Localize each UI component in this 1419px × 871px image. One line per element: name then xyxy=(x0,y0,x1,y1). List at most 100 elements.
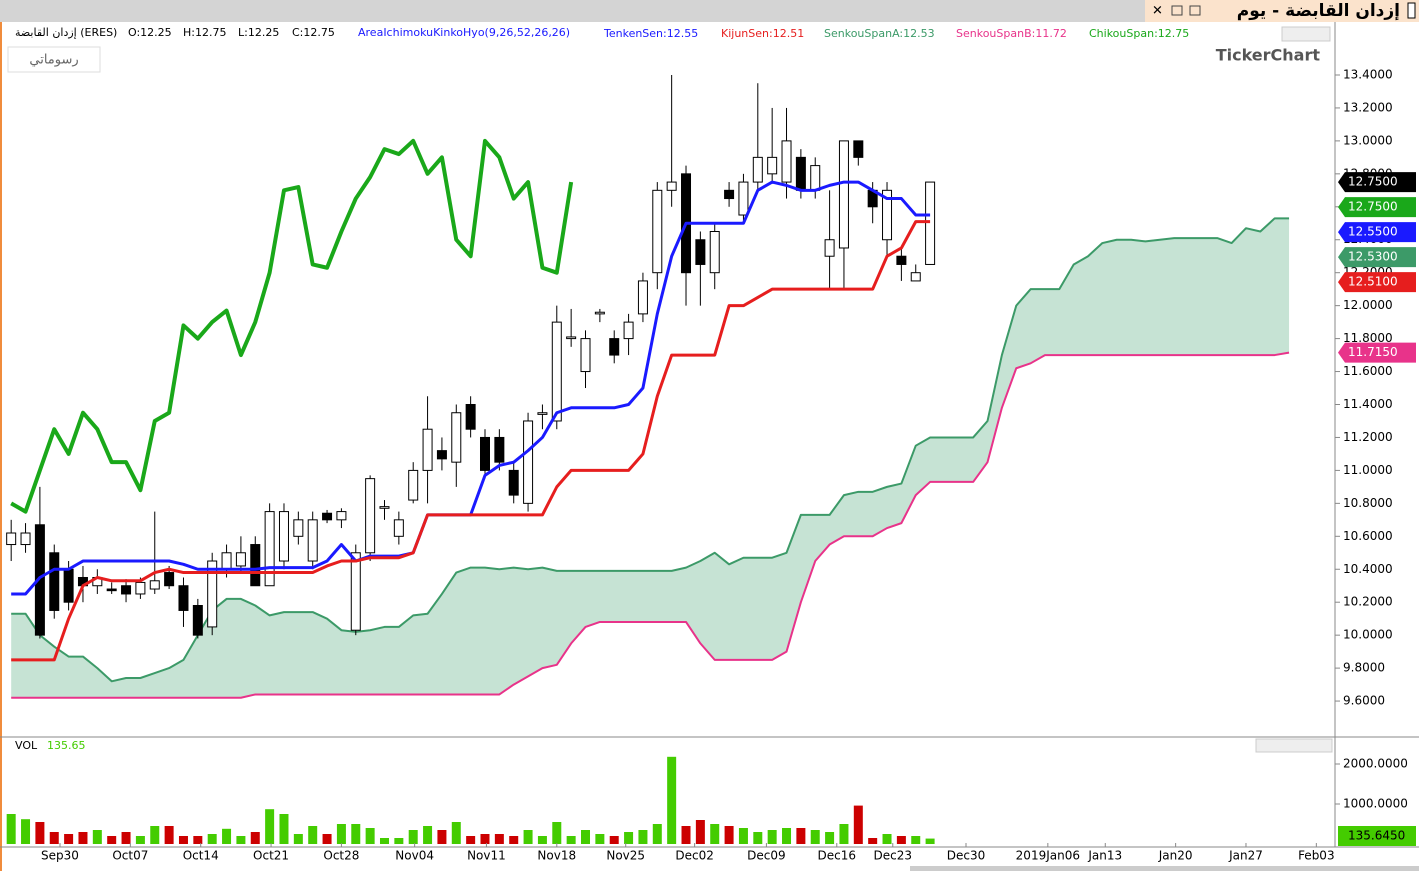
candle-body xyxy=(795,156,806,191)
candle-body xyxy=(393,519,404,537)
legend-entry: SenkouSpanB:11.72 xyxy=(956,27,1067,40)
volume-bar xyxy=(681,826,691,844)
volume-panel-buttons[interactable] xyxy=(1255,738,1333,753)
volume-bar xyxy=(21,819,31,844)
candle-body xyxy=(824,239,835,257)
drawings-button[interactable] xyxy=(7,46,101,73)
price-badge xyxy=(1338,247,1416,268)
volume-bar xyxy=(135,836,145,844)
candle-body xyxy=(767,156,778,175)
volume-bar xyxy=(6,814,16,844)
candle-body xyxy=(278,511,289,562)
candle-body xyxy=(738,181,749,216)
y-tick-label: 13.2000 xyxy=(1343,100,1393,114)
scrollbar[interactable] xyxy=(910,866,1419,871)
volume-bar xyxy=(782,828,792,844)
candle-body xyxy=(436,450,447,460)
volume-bar xyxy=(379,838,389,844)
candle-body xyxy=(365,478,376,554)
volume-bar xyxy=(581,830,591,844)
volume-bar xyxy=(566,836,576,844)
panel-buttons[interactable] xyxy=(1281,26,1331,42)
candle-body xyxy=(408,469,419,501)
volume-bar xyxy=(351,824,361,844)
candle-body xyxy=(910,272,921,282)
minimize-icon[interactable] xyxy=(1189,5,1201,16)
candle-body xyxy=(695,239,706,265)
x-tick-label: Oct28 xyxy=(323,849,359,863)
candle-body xyxy=(666,181,677,191)
tab-icon xyxy=(1407,2,1416,19)
cloud xyxy=(11,218,1290,698)
volume-bar xyxy=(624,832,634,844)
drawings-button-label[interactable]: رسوماتي xyxy=(29,53,78,68)
price-badge xyxy=(1338,342,1416,363)
volume-bar xyxy=(279,814,289,844)
y-tick-label: 12.0000 xyxy=(1343,298,1393,312)
restore-icon[interactable] xyxy=(1171,5,1183,16)
candle-body xyxy=(34,524,45,636)
volume-bar xyxy=(537,836,547,844)
x-tick-label: Jan20 xyxy=(1158,849,1193,863)
volume-bar xyxy=(121,832,131,844)
window-title: إزدان القابضة - يوم xyxy=(1237,1,1400,21)
volume-label: VOL xyxy=(15,739,38,752)
y-tick-label: 11.8000 xyxy=(1343,331,1393,345)
price-badge xyxy=(1338,197,1416,218)
volume-bar xyxy=(394,838,404,844)
volume-badge xyxy=(1338,826,1416,846)
volume-bar xyxy=(423,826,433,844)
candle-body xyxy=(709,231,720,274)
volume-bar xyxy=(896,836,906,844)
candle-body xyxy=(106,588,117,592)
price-badge-label: 11.7150 xyxy=(1348,345,1398,359)
candle-body xyxy=(49,552,60,611)
legend-entry: SenkouSpanA:12.53 xyxy=(824,27,935,40)
volume-value: 135.65 xyxy=(47,739,86,752)
candle-body xyxy=(350,552,361,631)
info-text: إزدان القابضة (ERES) xyxy=(15,26,117,39)
volume-bar xyxy=(466,836,476,844)
volume-bar xyxy=(178,836,188,844)
candle-body xyxy=(594,311,605,315)
volume-bar xyxy=(868,838,878,844)
info-text: O:12.25 xyxy=(128,26,172,39)
x-tick-label: Dec16 xyxy=(818,849,857,863)
candle-body xyxy=(652,189,663,274)
y-tick-label: 10.8000 xyxy=(1343,496,1393,510)
x-tick-label: 2019Jan06 xyxy=(1016,849,1080,863)
y-tick-label: 10.0000 xyxy=(1343,628,1393,642)
volume-bar xyxy=(853,805,863,844)
candle-body xyxy=(537,412,548,415)
price-badge xyxy=(1338,222,1416,243)
close-icon[interactable]: ✕ xyxy=(1152,4,1163,19)
title-tab xyxy=(1145,0,1419,22)
y-tick-label: 11.2000 xyxy=(1343,430,1393,444)
volume-bar xyxy=(207,834,217,844)
y-tick-label: 2000.0000 xyxy=(1343,757,1408,771)
volume-bar xyxy=(322,834,332,844)
info-text: L:12.25 xyxy=(238,26,279,39)
candle-body xyxy=(637,280,648,315)
y-tick-label: 1000.0000 xyxy=(1343,797,1408,811)
candle-body xyxy=(192,605,203,636)
volume-bar xyxy=(638,830,648,844)
volume-bar xyxy=(839,824,849,844)
volume-bar xyxy=(92,830,102,844)
x-tick-label: Feb03 xyxy=(1298,849,1335,863)
volume-bar xyxy=(767,830,777,844)
y-tick-label: 11.6000 xyxy=(1343,364,1393,378)
candle-body xyxy=(235,552,246,567)
volume-bar xyxy=(250,832,260,844)
candle-body xyxy=(810,165,821,191)
info-text: AreaIchimokuKinkoHyo(9,26,52,26,26) xyxy=(358,26,570,39)
candle-body xyxy=(451,412,462,463)
y-tick-label: 13.0000 xyxy=(1343,133,1393,147)
price-badge-label: 12.7500 xyxy=(1348,175,1398,189)
x-tick-label: Oct07 xyxy=(112,849,148,863)
x-tick-label: Jan27 xyxy=(1228,849,1263,863)
price-badge xyxy=(1338,172,1416,193)
volume-bar xyxy=(911,836,921,844)
volume-bar xyxy=(552,822,562,844)
indicator-line xyxy=(11,220,931,662)
